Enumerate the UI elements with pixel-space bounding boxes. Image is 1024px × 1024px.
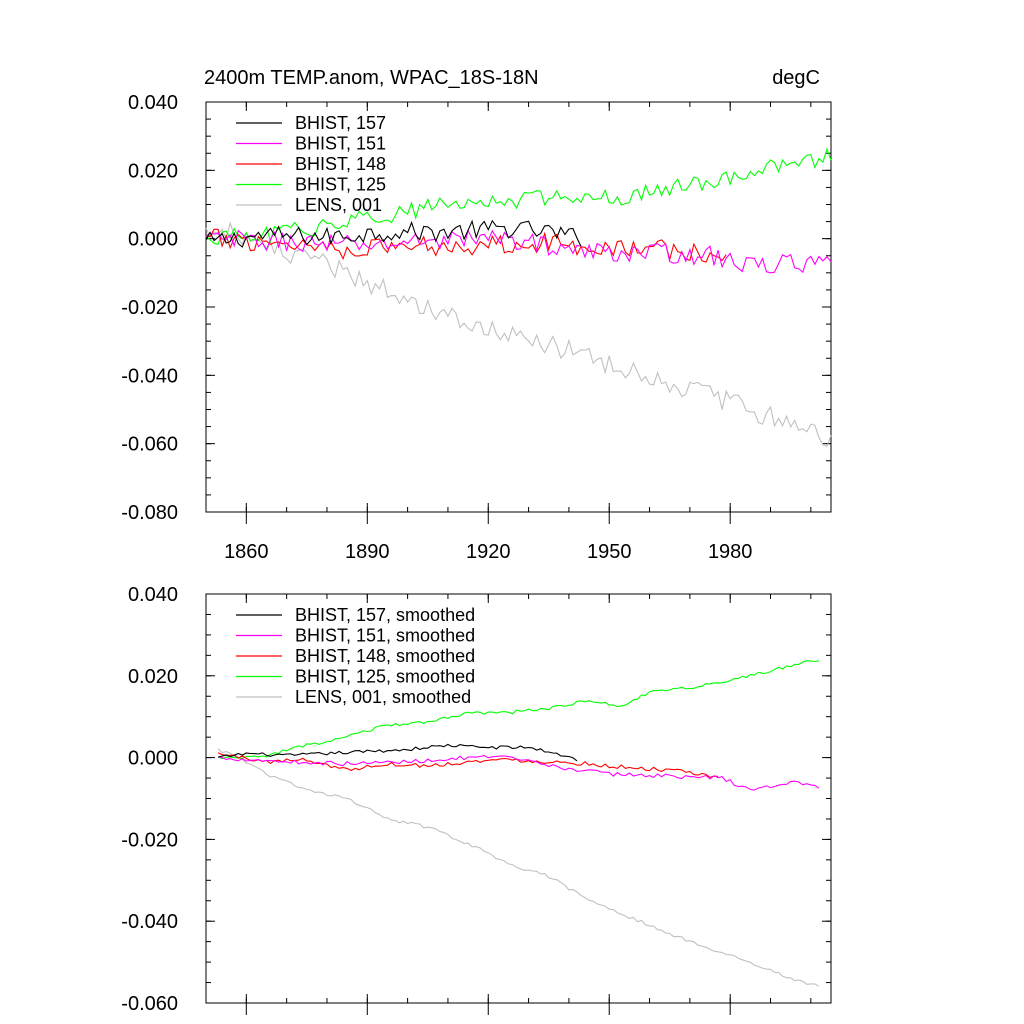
y-tick-label: 0.020 [128,666,178,688]
series-line [218,755,820,791]
series-line [205,228,832,274]
legend-label: BHIST, 157, smoothed [295,605,475,625]
y-tick-label: -0.040 [121,365,178,387]
legend-label: BHIST, 148 [295,154,386,174]
series-line [205,221,832,448]
y-tick-label: 0.000 [128,229,178,251]
legend-label: BHIST, 125 [295,175,386,195]
y-tick-label: -0.060 [121,993,178,1015]
units-label: degC [772,67,820,89]
legend-label: BHIST, 125, smoothed [295,667,475,687]
series-line [217,743,578,762]
legend-label: BHIST, 148, smoothed [295,646,475,666]
series-line [217,748,820,987]
series-line [205,219,582,248]
y-tick-label: -0.020 [121,829,178,851]
series-line [217,752,719,778]
x-tick-label: 1860 [224,541,269,563]
chart-title: 2400m TEMP.anom, WPAC_18S-18N [204,67,539,89]
legend-label: BHIST, 157 [295,113,386,133]
y-tick-label: 0.000 [128,748,178,770]
legend-label: LENS, 001 [295,195,382,215]
y-tick-label: -0.040 [121,911,178,933]
legend-label: BHIST, 151 [295,134,386,154]
panel-raw: 2400m TEMP.anom, WPAC_18S-18N degC 0.040… [121,67,832,563]
y-tick-label: 0.040 [128,92,178,114]
panel-smoothed: 0.040 0.020 0.000 -0.020 -0.040 -0.060 BHIST, … [121,584,832,1015]
x-tick-label: 1980 [708,541,753,563]
series-line [205,147,832,246]
legend-label: BHIST, 151, smoothed [295,626,475,646]
y-tick-label: 0.020 [128,160,178,182]
y-tick-label: -0.020 [121,297,178,319]
x-tick-label: 1950 [587,541,632,563]
y-tick-label: 0.040 [128,584,178,606]
x-tick-label: 1890 [345,541,390,563]
legend-label: LENS, 001, smoothed [295,687,471,707]
y-tick-label: -0.080 [121,502,178,524]
series-line [217,660,819,760]
y-tick-label: -0.060 [121,434,178,456]
x-tick-label: 1920 [466,541,511,563]
